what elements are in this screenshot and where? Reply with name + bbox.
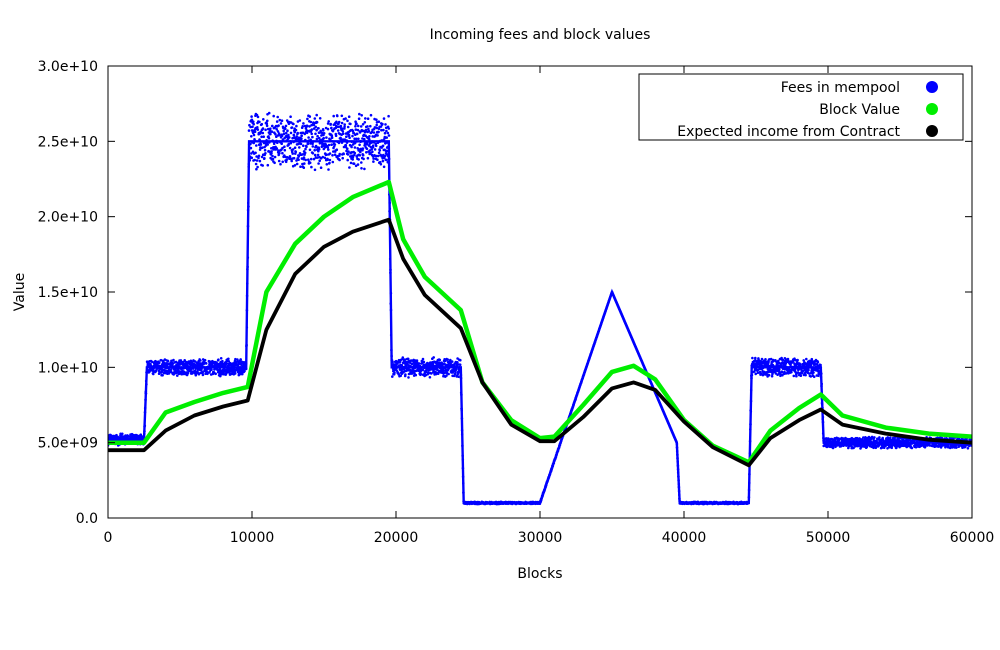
- legend-marker: [926, 125, 938, 137]
- legend-label: Expected income from Contract: [677, 124, 900, 140]
- x-tick-label: 60000: [950, 530, 995, 546]
- y-axis-label: Value: [12, 273, 28, 311]
- legend: Fees in mempool Block Value Expected incom…: [638, 73, 964, 141]
- legend-marker: [926, 81, 938, 93]
- x-tick-label: 20000: [374, 530, 419, 546]
- x-axis-label: Blocks: [517, 566, 562, 582]
- y-axis-ticks: 0.0 5.0e+09 1.0e+10 1.5e+10 2.0e+10 2.5e+10 3.…: [38, 59, 972, 527]
- x-tick-label: 40000: [662, 530, 707, 546]
- legend-label: Block Value: [819, 102, 900, 118]
- y-tick-label: 1.0e+10: [38, 360, 98, 376]
- y-tick-label: 0.0: [76, 511, 98, 527]
- x-tick-label: 30000: [518, 530, 563, 546]
- y-tick-label: 1.5e+10: [38, 285, 98, 301]
- series-line: [108, 140, 972, 505]
- x-tick-label: 0: [104, 530, 113, 546]
- x-tick-label: 50000: [806, 530, 851, 546]
- series-expected-income: [108, 217, 972, 468]
- legend-box: [638, 73, 964, 141]
- series-point-cloud: [108, 111, 972, 506]
- series-line: [108, 179, 972, 465]
- y-tick-label: 3.0e+10: [38, 59, 98, 75]
- chart-title: Incoming fees and block values: [430, 27, 651, 43]
- y-tick-label: 2.5e+10: [38, 134, 98, 150]
- legend-label: Fees in mempool: [781, 80, 900, 96]
- series-fees-in-mempool: [108, 111, 972, 506]
- y-tick-label: 2.0e+10: [38, 210, 98, 226]
- series-block-value: [108, 179, 972, 465]
- plot-area: [107, 65, 973, 519]
- y-tick-label: 5.0e+09: [38, 436, 98, 452]
- x-axis-ticks: 0 10000 20000 30000 40000 50000 60000: [104, 66, 995, 546]
- x-tick-label: 10000: [230, 530, 275, 546]
- legend-marker: [926, 103, 938, 115]
- series-line: [108, 217, 972, 468]
